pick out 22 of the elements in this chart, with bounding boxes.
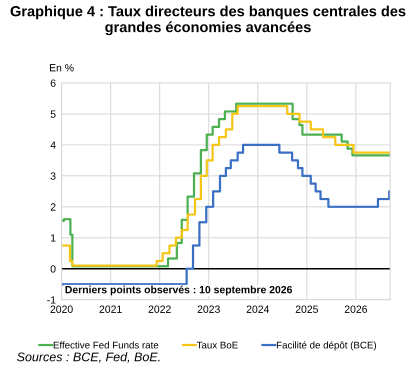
- chart-title: Graphique 4 : Taux directeurs des banques centrales des grandes économies avancées: [10, 6, 406, 36]
- y-tick-label: 1: [51, 234, 56, 242]
- annotation: Derniers points observés : 10 septembre 2026: [66, 286, 292, 296]
- y-tick-label: 6: [50, 79, 56, 87]
- x-tick-label: 2026: [344, 306, 367, 313]
- x-tick-label: 2024: [246, 306, 270, 313]
- y-tick-label: 2: [50, 203, 56, 211]
- legend-label: Effective Fed Funds rate: [54, 341, 158, 349]
- y-axis-title: En %: [50, 64, 74, 72]
- source-note: Sources : BCE, Fed, BoE.: [16, 352, 160, 363]
- y-tick-label: 5: [50, 110, 56, 118]
- x-tick-label: 2020: [50, 306, 73, 313]
- y-tick-label: 0: [50, 265, 56, 273]
- legend-label: Facilité de dépôt (BCE): [276, 341, 376, 350]
- x-tick-label: 2022: [148, 306, 171, 313]
- x-tick-label: 2023: [198, 306, 220, 313]
- y-tick-label: -1: [47, 296, 56, 304]
- legend-label: Taux BoE: [196, 342, 238, 349]
- x-tick-label: 2025: [296, 306, 318, 313]
- y-tick-label: 4: [50, 141, 56, 149]
- x-tick-label: 2021: [100, 306, 122, 313]
- y-tick-label: 3: [50, 172, 56, 180]
